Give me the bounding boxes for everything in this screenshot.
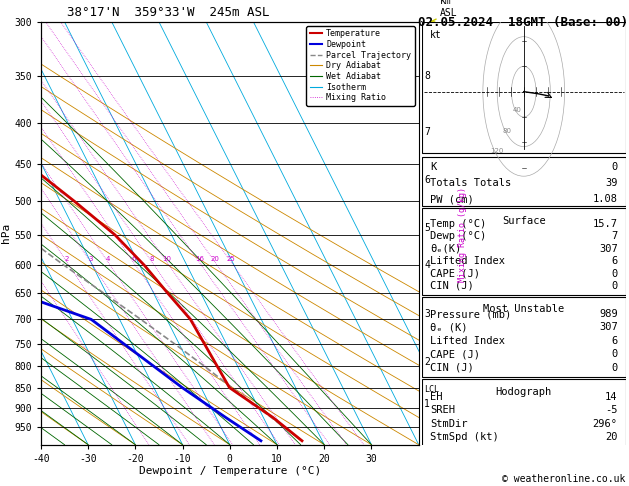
Text: 16: 16	[195, 256, 204, 262]
Text: 1: 1	[425, 399, 430, 409]
Text: -5: -5	[605, 405, 618, 415]
Text: 40: 40	[513, 106, 521, 113]
Text: 2: 2	[425, 357, 430, 367]
Text: 6: 6	[611, 336, 618, 346]
Text: 1.08: 1.08	[593, 194, 618, 204]
Text: km
ASL: km ASL	[440, 0, 457, 17]
X-axis label: Dewpoint / Temperature (°C): Dewpoint / Temperature (°C)	[138, 467, 321, 476]
Text: © weatheronline.co.uk: © weatheronline.co.uk	[503, 473, 626, 484]
Text: K: K	[430, 162, 436, 172]
Y-axis label: hPa: hPa	[1, 223, 11, 243]
Text: 6: 6	[611, 256, 618, 266]
Text: 38°17'N  359°33'W  245m ASL: 38°17'N 359°33'W 245m ASL	[67, 6, 270, 19]
Bar	[421, 22, 626, 153]
Text: Dewp (°C): Dewp (°C)	[430, 231, 486, 242]
Text: 14: 14	[605, 392, 618, 402]
Text: 307: 307	[599, 323, 618, 332]
Text: 6: 6	[425, 174, 430, 185]
Bar	[421, 208, 626, 295]
Text: EH: EH	[430, 392, 442, 402]
Text: kt: kt	[430, 30, 442, 40]
Text: Lifted Index: Lifted Index	[430, 256, 505, 266]
Text: 80: 80	[503, 127, 511, 134]
Text: Most Unstable: Most Unstable	[483, 304, 564, 314]
Text: θₑ(K): θₑ(K)	[430, 244, 461, 254]
Text: 307: 307	[599, 244, 618, 254]
Text: StmDir: StmDir	[430, 419, 467, 429]
Text: PW (cm): PW (cm)	[430, 194, 474, 204]
Text: Hodograph: Hodograph	[496, 387, 552, 397]
Text: Temp (°C): Temp (°C)	[430, 219, 486, 229]
Text: 4: 4	[425, 260, 430, 270]
Text: Lifted Index: Lifted Index	[430, 336, 505, 346]
Bar	[421, 157, 626, 206]
Text: 2: 2	[65, 256, 69, 262]
Text: 8: 8	[150, 256, 154, 262]
Text: 296°: 296°	[593, 419, 618, 429]
Text: Surface: Surface	[502, 215, 545, 226]
Text: 15.7: 15.7	[593, 219, 618, 229]
Bar	[421, 296, 626, 377]
Text: 25: 25	[227, 256, 236, 262]
Text: 10: 10	[162, 256, 172, 262]
Text: 0: 0	[611, 363, 618, 373]
Text: 39: 39	[605, 178, 618, 188]
Text: StmSpd (kt): StmSpd (kt)	[430, 433, 499, 442]
Text: Pressure (mb): Pressure (mb)	[430, 309, 511, 319]
Text: 02.05.2024  18GMT (Base: 00): 02.05.2024 18GMT (Base: 00)	[418, 16, 628, 29]
Text: 20: 20	[605, 433, 618, 442]
Text: 120: 120	[490, 148, 504, 155]
Text: 4: 4	[106, 256, 110, 262]
Legend: Temperature, Dewpoint, Parcel Trajectory, Dry Adiabat, Wet Adiabat, Isotherm, Mi: Temperature, Dewpoint, Parcel Trajectory…	[306, 26, 415, 105]
Text: 3: 3	[425, 310, 430, 319]
Text: 5: 5	[425, 223, 430, 233]
Text: 7: 7	[611, 231, 618, 242]
Text: CIN (J): CIN (J)	[430, 281, 474, 291]
Text: 0: 0	[611, 162, 618, 172]
Text: Totals Totals: Totals Totals	[430, 178, 511, 188]
Text: 3: 3	[89, 256, 93, 262]
Text: 6: 6	[131, 256, 136, 262]
Text: 0: 0	[611, 269, 618, 278]
Text: 7: 7	[425, 126, 430, 137]
Text: Mixing Ratio (g/kg): Mixing Ratio (g/kg)	[458, 187, 467, 282]
Text: 8: 8	[425, 71, 430, 81]
Text: θₑ (K): θₑ (K)	[430, 323, 467, 332]
Text: CIN (J): CIN (J)	[430, 363, 474, 373]
Bar	[421, 379, 626, 447]
Text: 989: 989	[599, 309, 618, 319]
Text: CAPE (J): CAPE (J)	[430, 269, 480, 278]
Text: CAPE (J): CAPE (J)	[430, 349, 480, 359]
Text: SREH: SREH	[430, 405, 455, 415]
Text: 0: 0	[611, 281, 618, 291]
Text: 20: 20	[211, 256, 220, 262]
Text: 0: 0	[611, 349, 618, 359]
Text: LCL: LCL	[425, 385, 439, 394]
